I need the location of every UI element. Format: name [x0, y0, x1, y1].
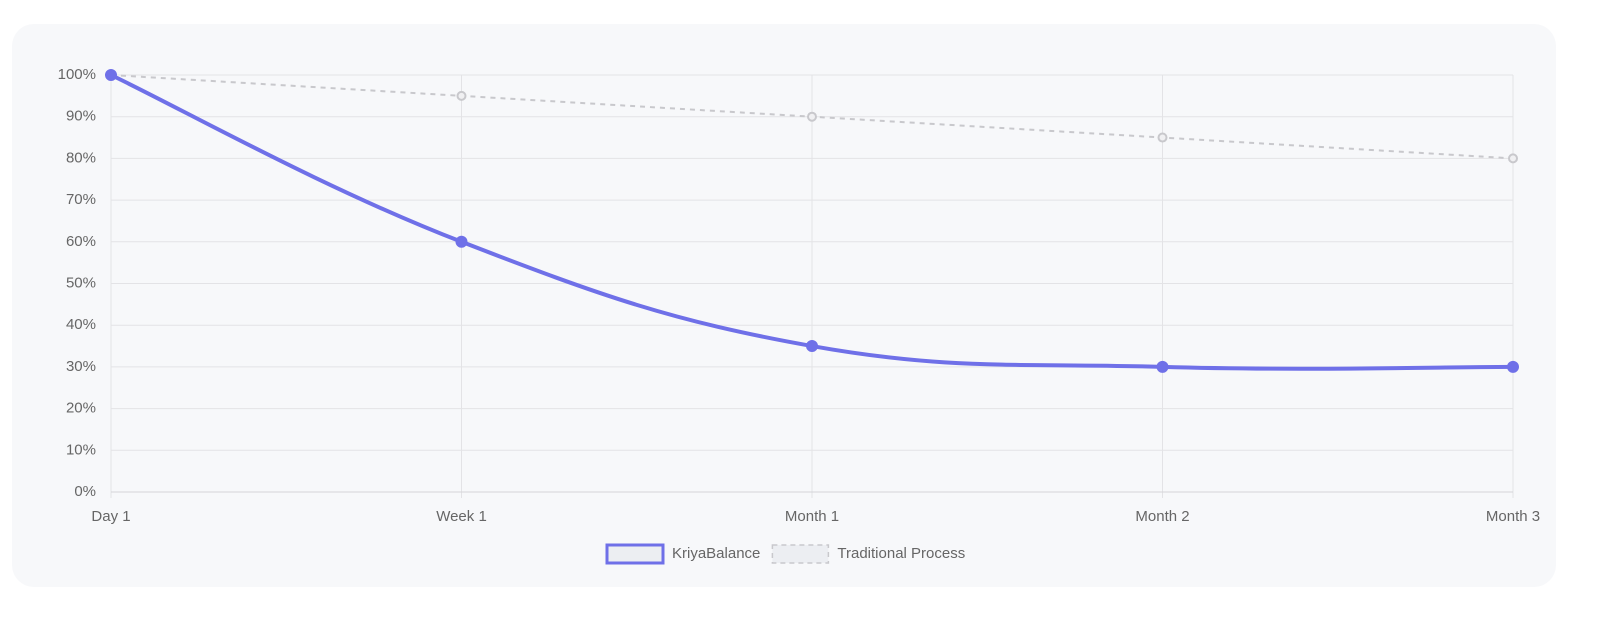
data-point	[1507, 360, 1519, 373]
y-tick-label: 20%	[66, 400, 96, 417]
y-tick-label: 80%	[66, 149, 96, 166]
x-tick-label: Month 1	[785, 508, 839, 525]
y-tick-label: 50%	[66, 274, 96, 291]
y-tick-label: 100%	[58, 66, 96, 83]
legend-label: Traditional Process	[837, 545, 965, 562]
legend-label: KriyaBalance	[672, 545, 760, 562]
y-tick-label: 30%	[66, 358, 96, 375]
data-point	[1156, 360, 1169, 373]
y-tick-label: 10%	[66, 441, 96, 458]
card	[12, 24, 1556, 587]
data-point	[456, 90, 467, 101]
legend-swatch	[605, 543, 665, 565]
x-tick-label: Month 3	[1486, 508, 1540, 525]
data-point	[1157, 132, 1168, 143]
y-tick-label: 60%	[66, 233, 96, 250]
legend-swatch	[771, 544, 830, 564]
y-tick-label: 90%	[66, 108, 96, 125]
y-tick-label: 40%	[66, 316, 96, 333]
x-tick-label: Day 1	[91, 508, 130, 525]
x-tick-label: Week 1	[436, 508, 487, 525]
data-point	[455, 235, 468, 248]
data-point	[1508, 153, 1518, 164]
data-point	[105, 69, 117, 81]
y-tick-label: 70%	[66, 191, 96, 208]
y-tick-label: 0%	[74, 483, 96, 500]
data-point	[807, 111, 817, 122]
data-point	[806, 340, 818, 353]
x-tick-label: Month 2	[1135, 508, 1189, 525]
